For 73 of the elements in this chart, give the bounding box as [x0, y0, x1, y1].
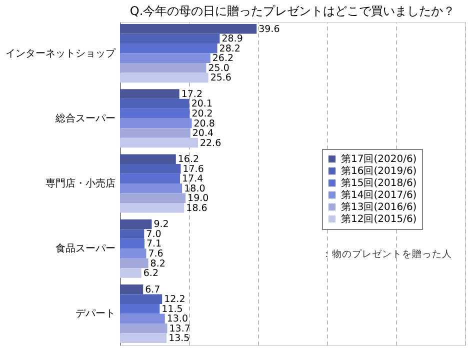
bar: [120, 63, 206, 73]
legend-label: 第13回(2016/6): [341, 201, 417, 213]
data-label: 28.2: [219, 43, 240, 54]
data-label: 13.0: [166, 314, 188, 325]
chart-title: Q.今年の母の日に贈ったプレゼントはどこで買いましたか？: [130, 4, 456, 18]
bar: [120, 294, 162, 304]
legend-label: 第15回(2018/6): [341, 177, 417, 189]
data-label: 20.1: [191, 98, 212, 110]
y-tick-label: 食品スーパー: [56, 242, 116, 255]
data-label: 18.0: [184, 183, 206, 194]
data-label: 7.0: [146, 228, 162, 240]
y-tick-label: 総合スーパー: [54, 112, 116, 124]
bar: [120, 128, 190, 138]
data-label: 26.2: [212, 53, 234, 64]
data-label: 8.2: [150, 258, 166, 270]
data-label: 16.2: [178, 154, 200, 166]
bar: [120, 108, 190, 118]
data-label: 13.5: [168, 333, 190, 344]
data-label: 17.2: [181, 88, 202, 100]
legend-label: 第16回(2019/6): [341, 165, 417, 177]
data-label: 17.4: [182, 174, 204, 185]
bar: [120, 154, 176, 164]
bar: [120, 314, 165, 324]
data-label: 6.2: [143, 268, 158, 280]
y-tick-label: 専門店・小売店: [46, 178, 116, 190]
data-label: 11.5: [162, 304, 183, 315]
data-label: 9.2: [154, 219, 169, 230]
data-label: 7.6: [148, 248, 164, 260]
bar: [120, 89, 180, 99]
bar: [120, 229, 144, 239]
data-label: 13.7: [169, 323, 190, 334]
bar: [120, 268, 142, 278]
bar: [120, 258, 148, 268]
data-label: 20.4: [192, 128, 214, 140]
bar: [120, 164, 181, 174]
bar: [120, 203, 184, 213]
legend-label: 第14回(2017/6): [341, 189, 417, 201]
bar: [120, 304, 160, 314]
bar: [120, 34, 220, 44]
bar: [120, 333, 167, 344]
bar: [120, 284, 144, 294]
bar: [120, 248, 146, 258]
bar: [120, 72, 208, 83]
bar: [120, 24, 257, 34]
y-tick-label: インターネットショップ: [6, 47, 116, 60]
annotation: ：物のプレゼントを贈った人: [322, 248, 452, 260]
data-label: 20.8: [194, 118, 215, 130]
data-label: 28.9: [222, 34, 243, 45]
bar: [120, 138, 198, 148]
bar: [120, 174, 180, 184]
bar: [120, 219, 152, 230]
data-label: 20.2: [192, 108, 213, 120]
data-label: 7.1: [146, 238, 162, 250]
data-label: 17.6: [182, 164, 204, 175]
bar: [120, 43, 218, 54]
legend-label: 第12回(2015/6): [341, 213, 417, 225]
data-label: 18.6: [186, 202, 208, 214]
data-label: 19.0: [188, 193, 209, 204]
data-label: 12.2: [164, 294, 186, 306]
data-label: 6.7: [145, 284, 160, 296]
bar: [120, 184, 182, 194]
bar: [120, 118, 192, 128]
y-tick-label: デパート: [76, 308, 116, 320]
bar: [120, 53, 210, 64]
bar: [120, 193, 186, 204]
bar: [120, 98, 190, 109]
data-label: 39.6: [258, 24, 280, 35]
data-label: 22.6: [200, 138, 222, 149]
bar: [120, 324, 168, 334]
data-label: 25.6: [210, 72, 232, 84]
bar: [120, 238, 144, 249]
legend-label: 第17回(2020/6): [341, 153, 417, 165]
data-label: 25.0: [208, 62, 230, 74]
